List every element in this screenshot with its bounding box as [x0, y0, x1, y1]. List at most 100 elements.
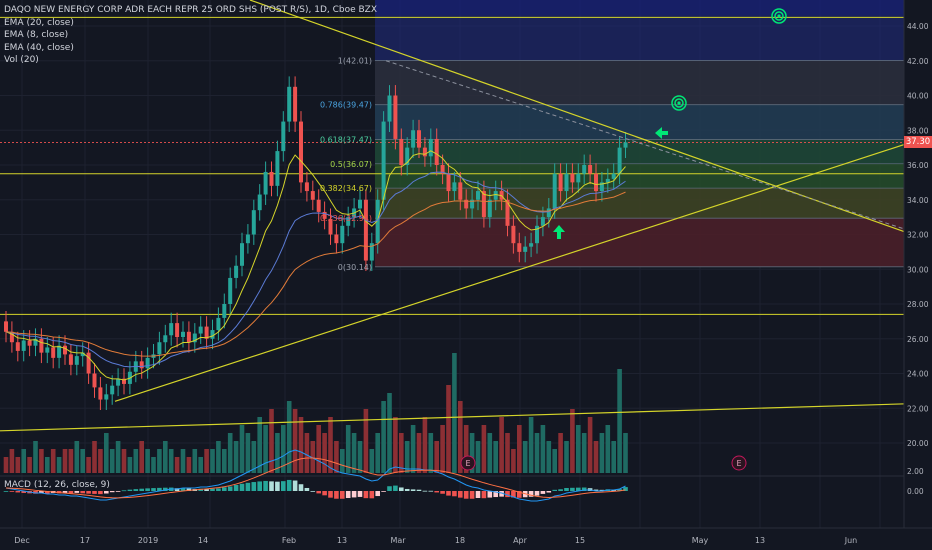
fib-label: 0.786(39.47): [320, 101, 372, 110]
target-icon: [671, 95, 687, 111]
time-tick-label: 17: [80, 536, 90, 545]
macd-histogram-bar: [269, 481, 274, 491]
legend-volume[interactable]: Vol (20): [4, 55, 39, 65]
volume-bar: [469, 433, 475, 473]
volume-bar: [416, 433, 422, 473]
macd-histogram-bar: [62, 491, 68, 493]
volume-bar: [528, 417, 534, 473]
macd-histogram-bar: [546, 491, 552, 493]
candle-body: [458, 182, 463, 200]
candle-body: [464, 199, 469, 209]
volume-bar: [98, 449, 103, 473]
macd-pane: [0, 449, 932, 502]
fib-zone: [375, 104, 904, 140]
candle-body: [552, 173, 557, 209]
macd-histogram-bar: [227, 486, 233, 491]
volume-bar: [115, 441, 121, 473]
candle-body: [428, 138, 433, 157]
fib-label: 0.618(37.47): [320, 135, 372, 144]
candle-body: [110, 385, 115, 395]
candle-body: [181, 331, 185, 338]
macd-histogram-bar: [399, 487, 404, 491]
volume-bar: [357, 441, 363, 473]
volume-bar: [151, 457, 156, 473]
price-tick-label: 44.00: [907, 22, 929, 31]
volume-bar: [275, 433, 280, 473]
candle-body: [4, 321, 8, 332]
target-icon-dot: [777, 14, 781, 18]
ema-lines: [5, 150, 626, 381]
earnings-icon-label: E: [736, 459, 741, 468]
candle-body: [570, 173, 575, 183]
candle-body: [582, 165, 587, 174]
macd-histogram-bar: [86, 491, 91, 494]
axis-background: [904, 0, 932, 550]
candle-body: [222, 304, 227, 318]
volume-bar: [428, 433, 434, 473]
macd-histogram-bar: [263, 480, 268, 491]
legend-ema8[interactable]: EMA (8, close): [4, 30, 69, 40]
volume-bar: [546, 441, 552, 473]
macd-histogram-bar: [204, 489, 209, 491]
fib-zones: [375, 0, 904, 268]
macd-histogram-bar: [310, 490, 316, 492]
candle-body: [594, 173, 598, 192]
macd-histogram-bar: [216, 488, 221, 491]
signal-line: [5, 457, 626, 499]
earnings-icon-label: E: [465, 459, 470, 468]
candle-body: [363, 199, 368, 261]
volume-bar: [286, 401, 292, 473]
candle-body: [157, 342, 162, 355]
macd-histogram-bar: [74, 491, 80, 493]
candle-body: [86, 352, 91, 374]
descending-trendline: [249, 0, 932, 243]
volume-bar: [245, 433, 251, 473]
volume-bar: [351, 433, 357, 473]
candle-body: [405, 147, 410, 165]
macd-histogram-bar: [9, 491, 15, 492]
volume-bar: [310, 441, 316, 473]
volume-bar: [263, 425, 268, 473]
price-tick-label: 28.00: [907, 300, 929, 309]
legend-ema20[interactable]: EMA (20, close): [4, 17, 74, 28]
candle-body: [228, 277, 233, 304]
macd-histogram-bar: [428, 490, 434, 492]
legend-ema40[interactable]: EMA (40, close): [4, 42, 74, 53]
candle-body: [387, 95, 392, 122]
volume-bar: [522, 441, 528, 473]
macd-histogram-bar: [357, 491, 363, 497]
macd-histogram-bar: [80, 491, 85, 494]
macd-histogram-bar: [115, 491, 121, 492]
volume-bar: [3, 457, 9, 473]
volume-bar: [328, 417, 333, 473]
volume-bar: [163, 441, 168, 473]
volume-bar: [80, 449, 85, 473]
volume-bar: [251, 441, 257, 473]
candle-body: [434, 138, 439, 165]
macd-histogram-bar: [292, 480, 298, 491]
candle-body: [422, 147, 427, 157]
candle-body: [452, 182, 457, 192]
volume-bar: [452, 353, 457, 473]
earnings-icon: [731, 455, 747, 471]
candle-body: [9, 331, 14, 343]
macd-histogram-bar: [334, 491, 339, 499]
volume-bar: [15, 457, 21, 473]
candle-body: [517, 243, 522, 252]
candle-body: [139, 361, 144, 369]
candle-body: [393, 95, 398, 139]
candle-body: [340, 225, 345, 244]
macd-histogram-bar: [481, 491, 487, 499]
macd-histogram-bar: [39, 491, 44, 494]
macd-histogram-bar: [475, 491, 481, 499]
candle-body: [192, 333, 197, 343]
macd-legend[interactable]: MACD (12, 26, close, 9): [4, 480, 110, 490]
macd-histogram-bar: [157, 487, 162, 491]
time-axis: Dec 17 2019 14 Feb 13 Mar 18 Apr 15 May 13 Jun: [0, 527, 932, 545]
volume-bar: [216, 441, 221, 473]
volume-bar: [393, 417, 398, 473]
candle-body: [576, 173, 581, 183]
volume-bar: [599, 433, 605, 473]
candle-body: [375, 199, 380, 244]
